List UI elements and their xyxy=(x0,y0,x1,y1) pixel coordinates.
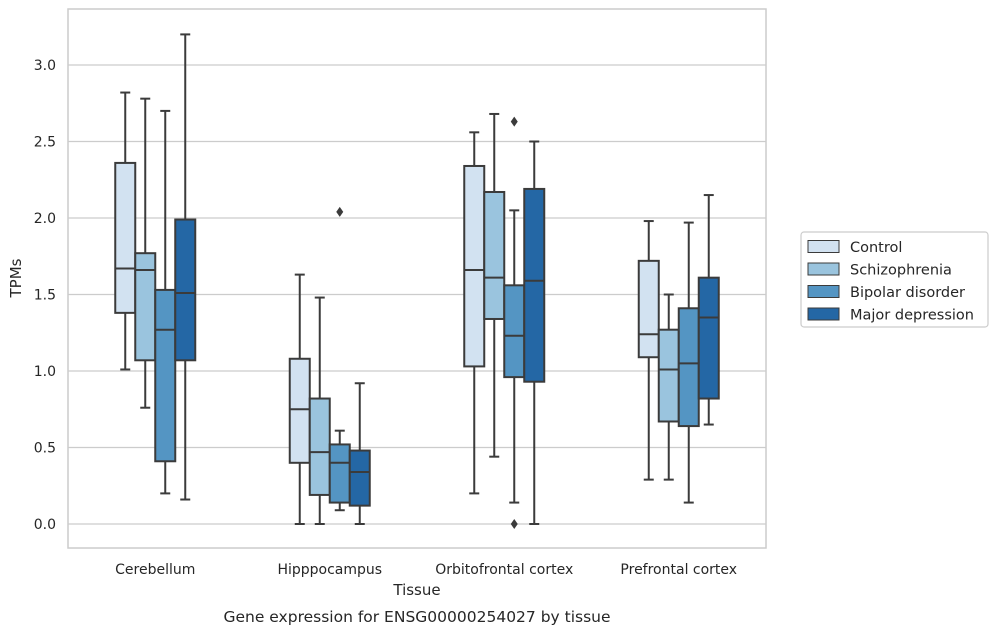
box-control xyxy=(114,91,137,371)
box-body xyxy=(348,449,371,507)
box-bipolar-disorder xyxy=(677,221,700,504)
x-tick-label: Prefrontal cortex xyxy=(620,562,737,578)
box-body xyxy=(697,276,720,400)
legend: Control Schizophrenia Bipolar disorder Majo… xyxy=(800,231,989,328)
box-body xyxy=(677,307,700,428)
box-body xyxy=(114,161,137,314)
box-body xyxy=(154,288,177,463)
box-schizophrenia xyxy=(483,112,506,458)
plot-area-frame xyxy=(67,8,767,549)
outlier-point xyxy=(510,116,518,127)
box-bipolar-disorder xyxy=(503,116,526,529)
box-bipolar-disorder xyxy=(154,109,177,495)
legend-label: Major depression xyxy=(850,308,974,324)
box-body xyxy=(657,328,680,423)
box-major-depression xyxy=(697,194,720,426)
box-schizophrenia xyxy=(657,293,680,481)
y-tick-label: 1.0 xyxy=(34,364,56,380)
box-schizophrenia xyxy=(134,97,157,409)
outlier-point xyxy=(510,519,518,529)
x-tick-label: Hipppocampus xyxy=(277,562,382,578)
box-body xyxy=(308,397,331,496)
box-major-depression xyxy=(348,382,371,525)
y-tick-labels: 0.0 0.5 1.0 1.5 2.0 2.5 3.0 xyxy=(34,58,56,533)
box-body xyxy=(463,164,486,368)
legend-item: Major depression xyxy=(807,307,974,324)
y-tick-label: 1.5 xyxy=(34,288,56,304)
legend-item: Schizophrenia xyxy=(807,262,952,279)
box-body xyxy=(523,187,546,383)
box-control xyxy=(637,220,660,481)
legend-label: Schizophrenia xyxy=(850,263,952,279)
figure-caption: Gene expression for ENSG00000254027 by t… xyxy=(223,608,610,626)
legend-frame xyxy=(800,231,989,328)
box-body xyxy=(174,218,197,362)
y-tick-label: 0.0 xyxy=(34,517,56,533)
box-series xyxy=(114,33,720,529)
box-schizophrenia xyxy=(308,296,331,525)
outlier-point xyxy=(336,206,344,217)
y-tick-label: 2.5 xyxy=(34,135,56,151)
box-body xyxy=(288,357,311,464)
box-body xyxy=(503,284,526,379)
box-body xyxy=(483,190,506,320)
box-major-depression xyxy=(174,33,197,501)
legend-label: Bipolar disorder xyxy=(850,285,965,301)
legend-swatch xyxy=(807,307,840,321)
y-tick-label: 0.5 xyxy=(34,441,56,457)
y-tick-label: 3.0 xyxy=(34,58,56,74)
legend-item: Control xyxy=(807,240,902,256)
x-tick-labels: Cerebellum Hipppocampus Orbitofrontal cort… xyxy=(115,562,737,578)
legend-label: Control xyxy=(850,240,902,256)
y-tick-label: 2.0 xyxy=(34,211,56,227)
y-axis-label: TPMs xyxy=(7,258,25,298)
box-body xyxy=(328,443,351,504)
box-major-depression xyxy=(523,140,546,525)
legend-item: Bipolar disorder xyxy=(807,285,965,301)
box-body xyxy=(637,259,660,359)
box-bipolar-disorder xyxy=(328,206,351,512)
x-tick-label: Orbitofrontal cortex xyxy=(435,562,573,578)
x-tick-label: Cerebellum xyxy=(115,562,195,578)
legend-swatch xyxy=(807,285,840,298)
legend-swatch xyxy=(807,240,840,253)
box-control xyxy=(463,131,486,495)
x-axis-label: Tissue xyxy=(392,581,440,599)
legend-swatch xyxy=(807,262,840,276)
box-control xyxy=(288,273,311,525)
